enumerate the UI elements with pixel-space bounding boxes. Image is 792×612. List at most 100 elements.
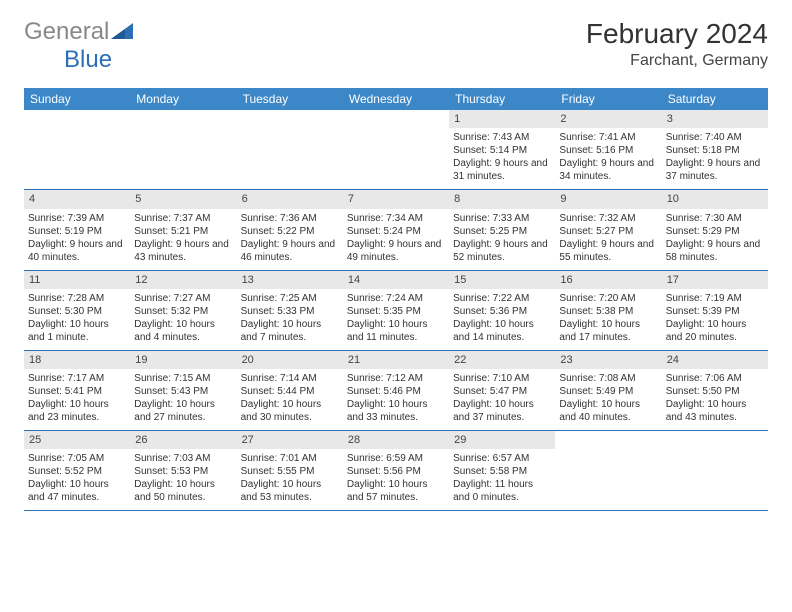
sunset-text: Sunset: 5:14 PM: [453, 144, 551, 157]
week-row: 25Sunrise: 7:05 AMSunset: 5:52 PMDayligh…: [24, 431, 768, 511]
day-info: Sunrise: 7:22 AMSunset: 5:36 PMDaylight:…: [453, 292, 551, 344]
dow-saturday: Saturday: [662, 88, 768, 110]
header: General Blue February 2024 Farchant, Ger…: [24, 18, 768, 74]
page-title: February 2024: [586, 18, 768, 50]
day-info: Sunrise: 7:15 AMSunset: 5:43 PMDaylight:…: [134, 372, 232, 424]
day-cell: 9 Sunrise: 7:32 AMSunset: 5:27 PMDaylight…: [555, 190, 661, 269]
daylight-text: Daylight: 10 hours and 4 minutes.: [134, 318, 232, 344]
dow-tuesday: Tuesday: [237, 88, 343, 110]
daylight-text: Daylight: 10 hours and 33 minutes.: [347, 398, 445, 424]
sunrise-text: Sunrise: 7:17 AM: [28, 372, 126, 385]
sunrise-text: Sunrise: 7:12 AM: [347, 372, 445, 385]
daylight-text: Daylight: 10 hours and 17 minutes.: [559, 318, 657, 344]
sunrise-text: Sunrise: 7:37 AM: [134, 212, 232, 225]
day-info: Sunrise: 6:59 AMSunset: 5:56 PMDaylight:…: [347, 452, 445, 504]
day-info: Sunrise: 7:39 AMSunset: 5:19 PMDaylight:…: [28, 212, 126, 264]
sunset-text: Sunset: 5:39 PM: [666, 305, 764, 318]
daylight-text: Daylight: 9 hours and 58 minutes.: [666, 238, 764, 264]
day-number: 3: [662, 110, 768, 128]
day-cell: 6Sunrise: 7:36 AMSunset: 5:22 PMDaylight…: [237, 190, 343, 269]
day-info: Sunrise: 7:17 AMSunset: 5:41 PMDaylight:…: [28, 372, 126, 424]
day-number: 18: [24, 351, 130, 369]
week-row: 1Sunrise: 7:43 AMSunset: 5:14 PMDaylight…: [24, 110, 768, 190]
day-number: 28: [343, 431, 449, 449]
sunset-text: Sunset: 5:58 PM: [453, 465, 551, 478]
sunrise-text: Sunrise: 7:41 AM: [559, 131, 657, 144]
day-cell: 16Sunrise: 7:20 AMSunset: 5:38 PMDayligh…: [555, 271, 661, 350]
day-number: 26: [130, 431, 236, 449]
day-number: 6: [237, 190, 343, 208]
sunrise-text: Sunrise: 7:28 AM: [28, 292, 126, 305]
day-number: 21: [343, 351, 449, 369]
day-cell: 3 Sunrise: 7:40 AMSunset: 5:18 PMDaylight…: [662, 110, 768, 189]
sunset-text: Sunset: 5:30 PM: [28, 305, 126, 318]
sunrise-text: Sunrise: 7:14 AM: [241, 372, 339, 385]
daylight-text: Daylight: 10 hours and 20 minutes.: [666, 318, 764, 344]
day-cell: 4Sunrise: 7:39 AMSunset: 5:19 PMDaylight…: [24, 190, 130, 269]
day-info: Sunrise: 7:10 AMSunset: 5:47 PMDaylight:…: [453, 372, 551, 424]
day-cell: 29Sunrise: 6:57 AMSunset: 5:58 PMDayligh…: [449, 431, 555, 510]
dow-thursday: Thursday: [449, 88, 555, 110]
sunrise-text: Sunrise: 6:57 AM: [453, 452, 551, 465]
day-number: 9: [555, 190, 661, 208]
day-info: Sunrise: 7:01 AMSunset: 5:55 PMDaylight:…: [241, 452, 339, 504]
day-info: Sunrise: 7:40 AMSunset: 5:18 PMDaylight:…: [666, 131, 764, 183]
logo-text-blue: Blue: [64, 46, 112, 73]
day-number: 17: [662, 271, 768, 289]
day-cell: 7Sunrise: 7:34 AMSunset: 5:24 PMDaylight…: [343, 190, 449, 269]
sunrise-text: Sunrise: 7:43 AM: [453, 131, 551, 144]
sunrise-text: Sunrise: 7:20 AM: [559, 292, 657, 305]
day-info: Sunrise: 7:24 AMSunset: 5:35 PMDaylight:…: [347, 292, 445, 344]
daylight-text: Daylight: 10 hours and 30 minutes.: [241, 398, 339, 424]
daylight-text: Daylight: 9 hours and 43 minutes.: [134, 238, 232, 264]
sunrise-text: Sunrise: 7:15 AM: [134, 372, 232, 385]
sunset-text: Sunset: 5:19 PM: [28, 225, 126, 238]
day-number: 7: [343, 190, 449, 208]
day-cell: [130, 110, 236, 189]
sunset-text: Sunset: 5:35 PM: [347, 305, 445, 318]
daylight-text: Daylight: 10 hours and 1 minute.: [28, 318, 126, 344]
sunset-text: Sunset: 5:16 PM: [559, 144, 657, 157]
week-row: 11Sunrise: 7:28 AMSunset: 5:30 PMDayligh…: [24, 271, 768, 351]
day-cell: 15Sunrise: 7:22 AMSunset: 5:36 PMDayligh…: [449, 271, 555, 350]
day-info: Sunrise: 7:20 AMSunset: 5:38 PMDaylight:…: [559, 292, 657, 344]
sunrise-text: Sunrise: 7:27 AM: [134, 292, 232, 305]
day-info: Sunrise: 7:05 AMSunset: 5:52 PMDaylight:…: [28, 452, 126, 504]
sunrise-text: Sunrise: 7:05 AM: [28, 452, 126, 465]
sunrise-text: Sunrise: 7:06 AM: [666, 372, 764, 385]
dow-wednesday: Wednesday: [343, 88, 449, 110]
day-number: 27: [237, 431, 343, 449]
daylight-text: Daylight: 10 hours and 11 minutes.: [347, 318, 445, 344]
day-number: 2: [555, 110, 661, 128]
day-number: 22: [449, 351, 555, 369]
day-number: 5: [130, 190, 236, 208]
sunset-text: Sunset: 5:44 PM: [241, 385, 339, 398]
sunset-text: Sunset: 5:18 PM: [666, 144, 764, 157]
day-info: Sunrise: 7:06 AMSunset: 5:50 PMDaylight:…: [666, 372, 764, 424]
sunset-text: Sunset: 5:22 PM: [241, 225, 339, 238]
day-info: Sunrise: 7:25 AMSunset: 5:33 PMDaylight:…: [241, 292, 339, 344]
daylight-text: Daylight: 11 hours and 0 minutes.: [453, 478, 551, 504]
day-number: 14: [343, 271, 449, 289]
day-cell: 11Sunrise: 7:28 AMSunset: 5:30 PMDayligh…: [24, 271, 130, 350]
daylight-text: Daylight: 9 hours and 46 minutes.: [241, 238, 339, 264]
sunrise-text: Sunrise: 7:25 AM: [241, 292, 339, 305]
sunset-text: Sunset: 5:52 PM: [28, 465, 126, 478]
day-cell: 21Sunrise: 7:12 AMSunset: 5:46 PMDayligh…: [343, 351, 449, 430]
title-block: February 2024 Farchant, Germany: [586, 18, 768, 70]
day-info: Sunrise: 7:43 AMSunset: 5:14 PMDaylight:…: [453, 131, 551, 183]
daylight-text: Daylight: 10 hours and 23 minutes.: [28, 398, 126, 424]
day-info: Sunrise: 7:32 AMSunset: 5:27 PMDaylight:…: [559, 212, 657, 264]
day-cell: [237, 110, 343, 189]
week-row: 4Sunrise: 7:39 AMSunset: 5:19 PMDaylight…: [24, 190, 768, 270]
daylight-text: Daylight: 10 hours and 27 minutes.: [134, 398, 232, 424]
sunrise-text: Sunrise: 7:19 AM: [666, 292, 764, 305]
sunrise-text: Sunrise: 7:01 AM: [241, 452, 339, 465]
sunset-text: Sunset: 5:21 PM: [134, 225, 232, 238]
daylight-text: Daylight: 9 hours and 40 minutes.: [28, 238, 126, 264]
day-cell: [343, 110, 449, 189]
day-cell: [555, 431, 661, 510]
day-of-week-header: Sunday Monday Tuesday Wednesday Thursday…: [24, 88, 768, 110]
sunset-text: Sunset: 5:55 PM: [241, 465, 339, 478]
day-number: 20: [237, 351, 343, 369]
